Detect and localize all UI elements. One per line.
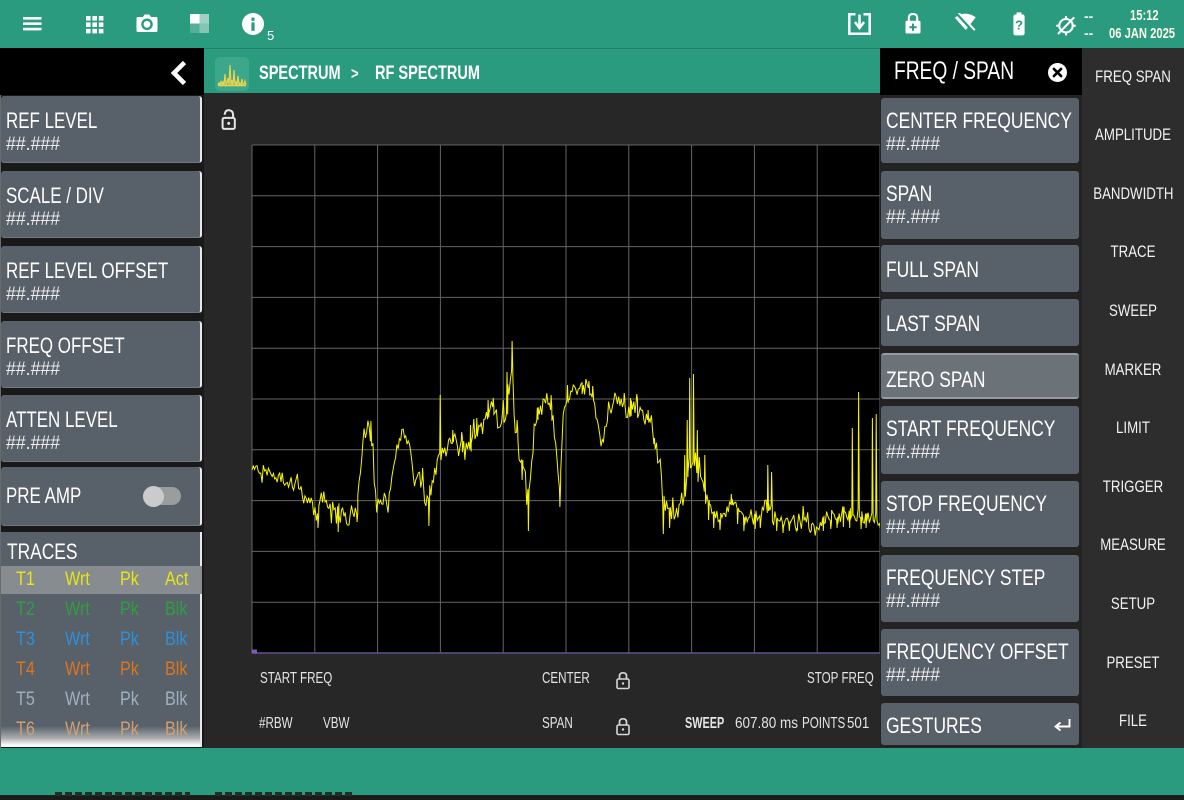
svg-text:?: ? bbox=[1015, 18, 1023, 33]
